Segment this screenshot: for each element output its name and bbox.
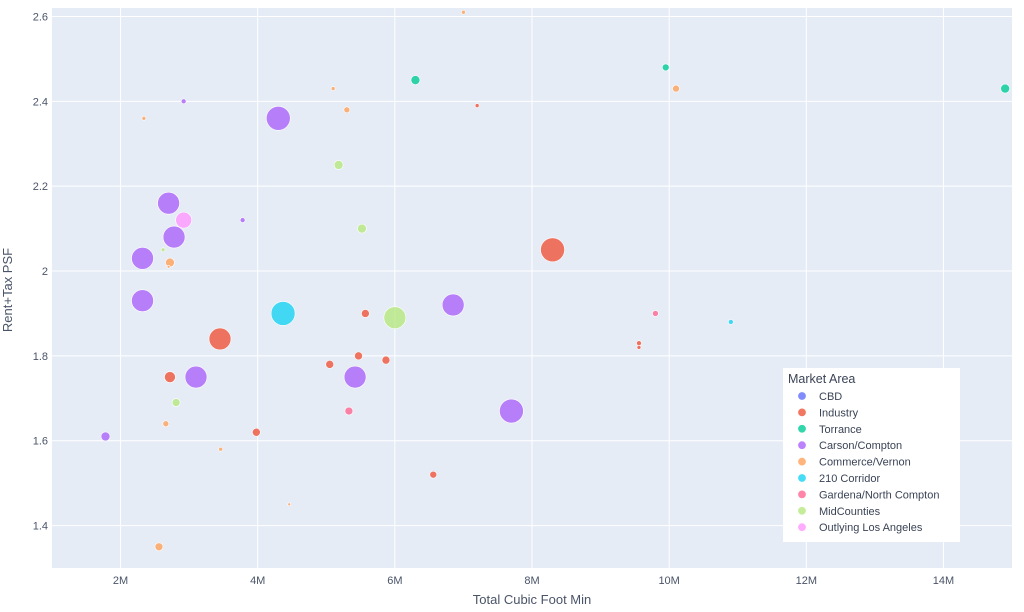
data-point [381, 355, 391, 365]
data-point [184, 365, 208, 389]
legend-marker [797, 424, 807, 434]
data-point [441, 293, 465, 317]
y-axis-title: Rent+Tax PSF [0, 248, 15, 332]
y-tick-label: 2.4 [33, 96, 48, 108]
data-point [270, 301, 296, 326]
data-point [157, 191, 180, 215]
y-tick-label: 1.8 [33, 351, 48, 363]
x-tick-label: 10M [658, 575, 679, 587]
legend-marker [797, 440, 807, 450]
legend-label: Industry [819, 407, 859, 419]
legend-marker [797, 506, 807, 516]
data-point [333, 160, 344, 170]
data-point [218, 446, 223, 452]
legend-item[interactable]: Industry [797, 407, 859, 419]
x-tick-label: 4M [250, 575, 265, 587]
legend-marker [797, 489, 807, 499]
legend-marker [797, 391, 807, 401]
data-point [166, 264, 171, 269]
data-point [131, 289, 154, 313]
y-tick-label: 1.6 [33, 436, 48, 448]
data-point [162, 420, 170, 428]
data-point [361, 309, 370, 318]
legend-item[interactable]: Outlying Los Angeles [797, 522, 923, 534]
data-points [100, 9, 1010, 552]
x-tick-label: 8M [524, 575, 539, 587]
legend-label: MidCounties [819, 506, 881, 518]
data-point [252, 427, 261, 437]
data-point [154, 542, 164, 552]
data-point [208, 327, 232, 351]
data-point [162, 225, 186, 249]
x-tick-label: 2M [113, 575, 128, 587]
data-point [325, 360, 335, 369]
legend-marker [797, 522, 807, 532]
data-point [499, 398, 524, 424]
y-tick-label: 2 [42, 266, 48, 278]
data-point [175, 211, 192, 229]
data-point [344, 406, 354, 416]
data-point [474, 103, 480, 108]
data-point [636, 345, 642, 350]
data-point [343, 106, 351, 114]
legend-item[interactable]: Commerce/Vernon [797, 457, 911, 469]
data-point [672, 84, 680, 93]
data-point [728, 319, 734, 325]
data-point [636, 340, 642, 346]
data-point [410, 75, 421, 85]
legend-items: CBD Industry Torrance Carson/Compton Commerc… [797, 391, 940, 534]
x-tick-label: 12M [796, 575, 817, 587]
legend-marker [797, 407, 807, 417]
legend-item[interactable]: 210 Corridor [797, 473, 881, 485]
data-point [141, 116, 147, 121]
data-point [540, 237, 565, 263]
x-axis-title: Total Cubic Foot Min [473, 592, 592, 607]
data-point [383, 306, 407, 329]
legend[interactable]: Market Area CBD Industry Torrance Carson/Co… [783, 368, 960, 542]
legend-item[interactable]: MidCounties [797, 506, 881, 518]
x-tick-label: 14M [933, 575, 954, 587]
legend-label: Torrance [819, 424, 862, 436]
data-point [354, 351, 363, 361]
y-tick-label: 2.6 [33, 11, 48, 23]
legend-label: CBD [819, 391, 842, 403]
data-point [330, 86, 336, 91]
legend-label: 210 Corridor [819, 473, 880, 485]
x-tick-labels: 2M 4M 6M 8M 10M 12M 14M [113, 575, 954, 587]
legend-item[interactable]: Carson/Compton [797, 440, 902, 452]
y-tick-labels: 1.4 1.6 1.8 2 2.2 2.4 2.6 [33, 11, 48, 532]
data-point [131, 247, 154, 270]
data-point [1000, 83, 1010, 94]
data-point [164, 371, 176, 383]
x-tick-label: 6M [387, 575, 402, 587]
data-point [171, 398, 181, 407]
legend-label: Gardena/North Compton [819, 489, 939, 501]
data-point [239, 217, 246, 223]
data-point [265, 106, 291, 131]
legend-label: Carson/Compton [819, 440, 902, 452]
data-point [429, 470, 438, 479]
legend-item[interactable]: Gardena/North Compton [797, 489, 940, 501]
data-point [180, 98, 187, 105]
y-tick-label: 1.4 [33, 521, 48, 533]
data-point [652, 310, 659, 317]
legend-label: Commerce/Vernon [819, 457, 911, 469]
data-point [461, 9, 466, 15]
legend-box [783, 368, 960, 542]
legend-label: Outlying Los Angeles [819, 522, 923, 534]
data-point [160, 247, 166, 253]
legend-title: Market Area [788, 372, 855, 386]
data-point [661, 63, 670, 72]
data-point [343, 365, 367, 389]
data-point [287, 502, 292, 507]
y-tick-label: 2.2 [33, 181, 48, 193]
legend-item[interactable]: Torrance [797, 424, 862, 436]
data-point [100, 431, 111, 442]
legend-marker [797, 457, 807, 467]
legend-item[interactable]: CBD [797, 391, 842, 403]
data-point [357, 223, 367, 234]
legend-marker [797, 473, 807, 483]
y-gridlines [52, 15, 1012, 527]
